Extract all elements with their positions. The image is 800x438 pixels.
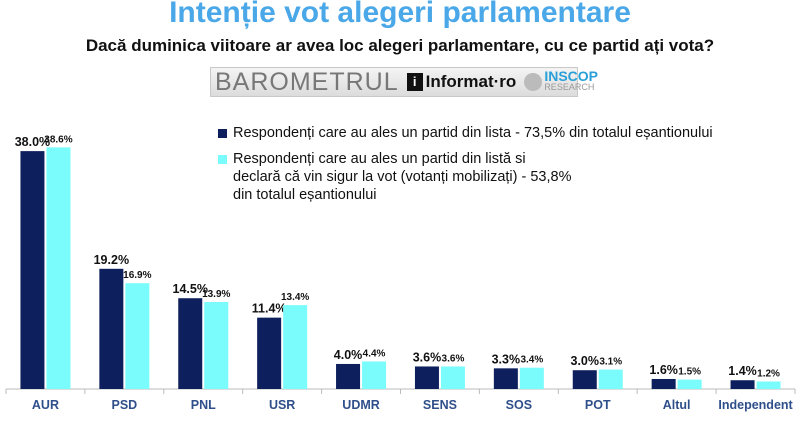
data-label: 38.6% — [44, 134, 72, 145]
data-label: 3.1% — [599, 357, 622, 368]
chart-subtitle: Dacă duminica viitoare ar avea loc alege… — [85, 36, 715, 55]
data-label: 1.2% — [757, 368, 780, 379]
data-label: 3.6% — [413, 350, 442, 364]
bar-aur-s2 — [46, 147, 71, 389]
bar-pnl-s1 — [178, 298, 203, 389]
data-label: 38.0% — [15, 135, 50, 149]
bar-pot-s1 — [572, 370, 597, 389]
bar-usr-s1 — [257, 317, 282, 389]
legend: Respondenți care au ales un partid din l… — [218, 124, 713, 212]
data-label: 1.5% — [678, 367, 701, 378]
data-label: 4.4% — [363, 348, 386, 359]
bar-aur-s1 — [20, 151, 45, 389]
bar-sens-s1 — [414, 366, 439, 389]
data-label: 3.4% — [520, 355, 543, 366]
data-label: 13.9% — [202, 289, 230, 300]
category-label: Independent — [718, 398, 793, 412]
category-label: USR — [269, 398, 295, 412]
data-label: 11.4% — [252, 302, 287, 316]
data-label: 3.6% — [442, 353, 465, 364]
legend-item-2: Respondenți care au ales un partid din l… — [218, 150, 713, 204]
bar-sens-s2 — [440, 366, 465, 389]
data-label: 3.0% — [571, 354, 600, 368]
category-label: PNL — [191, 398, 216, 412]
informat-logo: i Informat·ro — [406, 72, 516, 92]
bar-udmr-s2 — [362, 361, 387, 389]
legend-item-1: Respondenți care au ales un partid din l… — [218, 124, 713, 142]
bar-psd-s2 — [125, 283, 150, 389]
category-label: UDMR — [342, 398, 380, 412]
inscop-circle-icon — [524, 73, 543, 91]
chart-title: Intenție vot alegeri parlamentare — [169, 0, 631, 29]
inscop-logo: INSCOP RESEARCH — [524, 69, 598, 93]
category-label: AUR — [32, 398, 59, 412]
bar-sos-s1 — [493, 368, 518, 389]
bar-pnl-s2 — [204, 301, 229, 389]
bar-psd-s1 — [99, 268, 124, 389]
logo-banner: BAROMETRUL i Informat·ro INSCOP RESEARCH — [210, 67, 598, 97]
category-label: PSD — [111, 398, 137, 412]
data-label: 1.6% — [649, 363, 678, 377]
bar-altul-s2 — [677, 379, 702, 389]
bar-pot-s2 — [598, 369, 623, 389]
data-label: 1.4% — [728, 364, 757, 378]
data-label: 19.2% — [94, 253, 129, 267]
data-label: 4.0% — [334, 348, 363, 362]
category-label: SOS — [506, 398, 532, 412]
info-icon: i — [406, 73, 423, 91]
data-label: 14.5% — [173, 282, 208, 296]
category-label: Altul — [663, 398, 691, 412]
bar-usr-s2 — [283, 305, 308, 389]
legend-swatch — [218, 129, 227, 138]
barometrul-logo: BAROMETRUL — [215, 67, 399, 96]
data-label: 3.3% — [492, 352, 521, 366]
legend-swatch — [218, 155, 227, 164]
bar-independent-s2 — [756, 381, 781, 389]
data-label: 13.4% — [281, 292, 309, 303]
bar-independent-s1 — [730, 380, 755, 389]
data-label: 16.9% — [123, 270, 151, 281]
category-label: POT — [585, 398, 611, 412]
bar-udmr-s1 — [336, 363, 361, 389]
bar-sos-s2 — [519, 367, 544, 389]
category-label: SENS — [423, 398, 457, 412]
bar-altul-s1 — [651, 378, 676, 389]
